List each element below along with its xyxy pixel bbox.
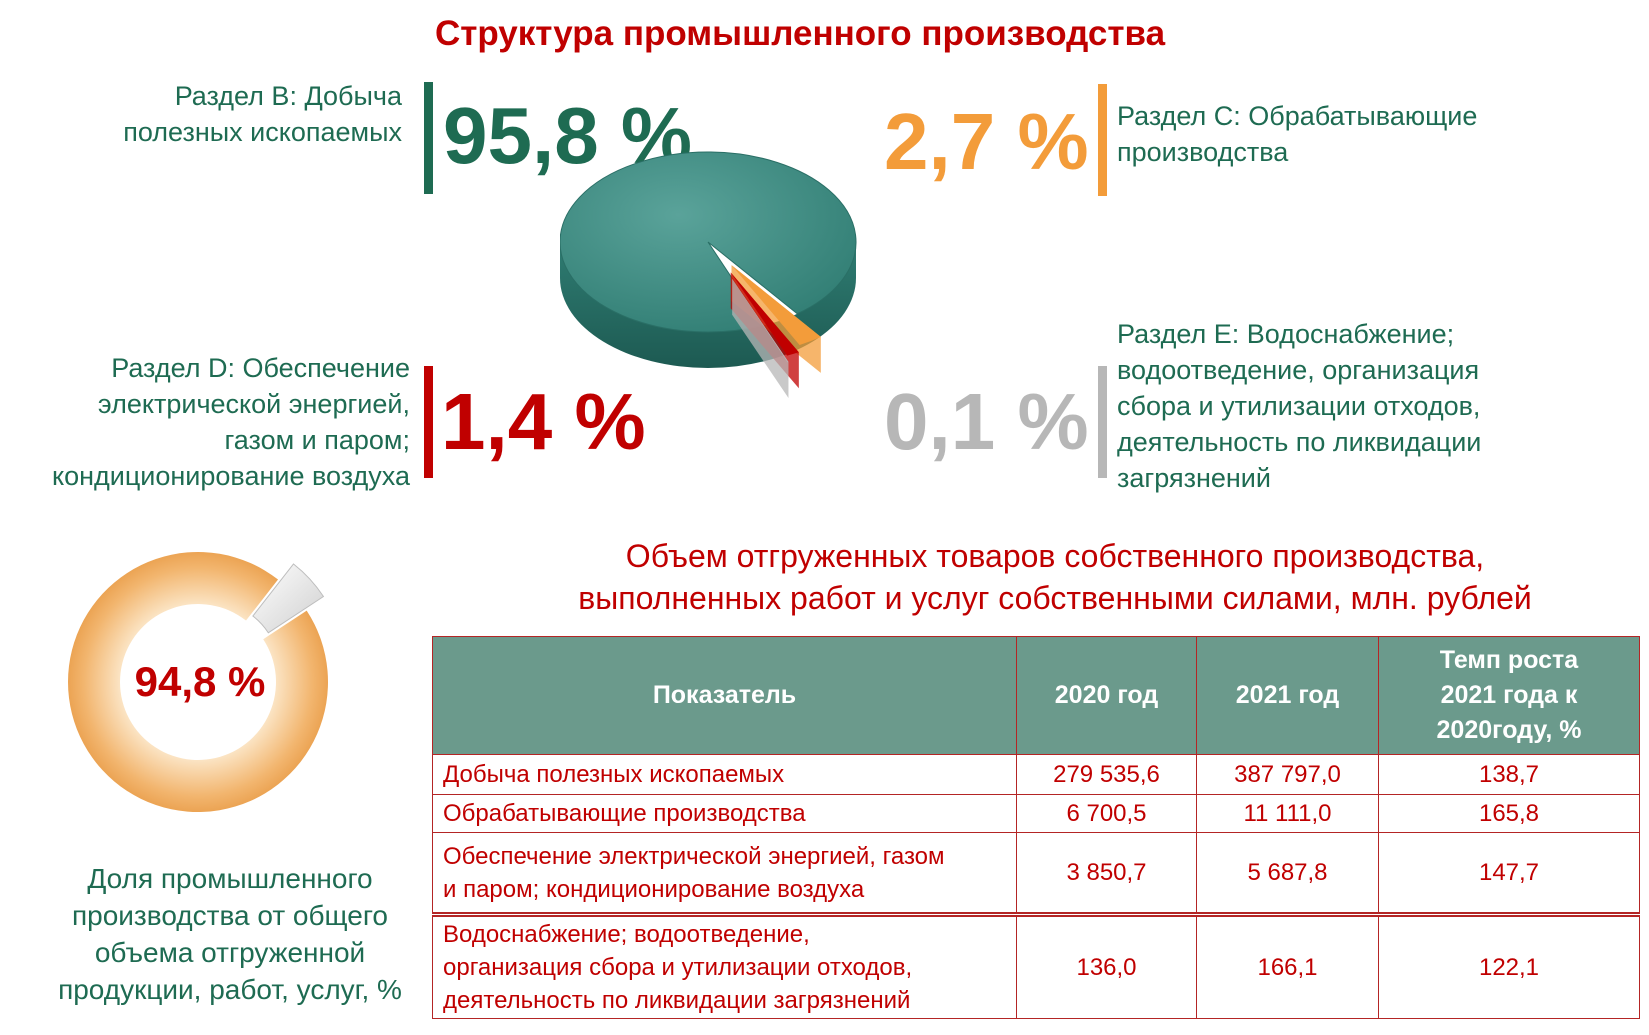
label-line: деятельность по ликвидации	[1117, 427, 1482, 457]
label-line: производства	[1117, 137, 1289, 167]
percent-section-c: 2,7 %	[884, 97, 1089, 186]
label-line: кондиционирование воздуха	[51, 461, 410, 491]
cell-2021: 5 687,8	[1196, 832, 1379, 915]
accent-bar-d	[424, 366, 433, 478]
header-indicator: Показатель	[432, 636, 1017, 755]
header-growth-line: 2021 года к	[1440, 681, 1578, 709]
indicator-line: Обрабатывающие производства	[443, 800, 806, 827]
label-section-c: Раздел С: Обрабатывающие производства	[1117, 98, 1537, 170]
table-header-row: Показатель 2020 год 2021 год Темп роста …	[432, 636, 1640, 755]
pie-slice-2	[730, 272, 799, 356]
header-growth-line: Темп роста	[1439, 646, 1579, 674]
caption-line: объема отгруженной	[94, 937, 366, 968]
accent-bar-c	[1098, 84, 1107, 196]
indicator-line: организация сбора и утилизации отходов,	[443, 954, 913, 981]
table-title-line: выполненных работ и услуг собственными с…	[578, 580, 1532, 616]
cell-2021: 387 797,0	[1196, 754, 1379, 795]
indicator-line: Водоснабжение; водоотведение,	[443, 921, 810, 948]
shipment-table: Показатель 2020 год 2021 год Темп роста …	[432, 636, 1640, 1019]
table-row: Водоснабжение; водоотведение, организаци…	[432, 912, 1640, 1019]
table-row: Добыча полезных ископаемых 279 535,6 387…	[432, 754, 1640, 795]
cell-indicator: Водоснабжение; водоотведение, организаци…	[432, 912, 1017, 1019]
label-line: водоотведение, организация	[1117, 355, 1480, 385]
page-title: Структура промышленного производства	[434, 14, 1166, 53]
indicator-line: Обеспечение электрической энергией, газо…	[443, 842, 945, 870]
share-caption: Доля промышленного производства от общег…	[20, 860, 440, 1008]
header-growth-line: 2020году, %	[1436, 716, 1582, 744]
cell-2021: 166,1	[1196, 912, 1379, 1019]
pie-slice-side-1	[731, 265, 821, 373]
label-line: Раздел В: Добыча	[174, 81, 402, 111]
share-percent: 94,8 %	[134, 658, 266, 705]
caption-line: продукции, работ, услуг, %	[58, 974, 402, 1005]
cell-2021: 11 111,0	[1196, 794, 1379, 833]
table-row: Обеспечение электрической энергией, газо…	[432, 832, 1640, 915]
cell-2020: 279 535,6	[1016, 754, 1197, 795]
indicator-line: Добыча полезных ископаемых	[443, 761, 785, 788]
cell-2020: 136,0	[1016, 912, 1197, 1019]
accent-bar-b	[424, 82, 433, 194]
label-line: Раздел Е: Водоснабжение;	[1117, 319, 1455, 349]
header-2020: 2020 год	[1016, 636, 1197, 755]
indicator-line: деятельность по ликвидации загрязнений	[443, 987, 911, 1014]
cell-2020: 3 850,7	[1016, 832, 1197, 915]
label-line: Раздел С: Обрабатывающие	[1117, 101, 1478, 131]
label-section-e: Раздел Е: Водоснабжение; водоотведение, …	[1117, 316, 1567, 496]
cell-growth: 138,7	[1378, 754, 1640, 795]
structure-pie-chart	[560, 151, 857, 398]
caption-line: производства от общего	[71, 900, 388, 931]
share-donut-chart	[68, 552, 329, 812]
donut-wedge	[252, 563, 325, 634]
label-line: загрязнений	[1117, 463, 1271, 493]
cell-indicator: Обрабатывающие производства	[432, 794, 1017, 833]
cell-growth: 165,8	[1378, 794, 1640, 833]
label-section-b: Раздел В: Добыча полезных ископаемых	[60, 78, 402, 150]
pie-slice-0	[560, 151, 857, 333]
percent-section-e: 0,1 %	[884, 377, 1089, 466]
donut-ring	[68, 552, 329, 812]
label-line: электрической энергией,	[97, 389, 410, 419]
header-2021: 2021 год	[1196, 636, 1379, 755]
caption-line: Доля промышленного	[87, 863, 373, 894]
indicator-line: и паром; кондиционирование воздуха	[443, 875, 865, 903]
cell-indicator: Обеспечение электрической энергией, газо…	[432, 832, 1017, 915]
table-title: Объем отгруженных товаров собственного п…	[470, 535, 1640, 619]
header-growth: Темп роста 2021 года к 2020году, %	[1378, 636, 1640, 755]
cell-indicator: Добыча полезных ископаемых	[432, 754, 1017, 795]
table-title-line: Объем отгруженных товаров собственного п…	[625, 538, 1485, 574]
label-section-d: Раздел D: Обеспечение электрической энер…	[30, 350, 410, 494]
label-line: Раздел D: Обеспечение	[111, 353, 410, 383]
label-line: газом и паром;	[224, 425, 410, 455]
cell-2020: 6 700,5	[1016, 794, 1197, 833]
cell-growth: 147,7	[1378, 832, 1640, 915]
accent-bar-e	[1098, 366, 1107, 478]
cell-growth: 122,1	[1378, 912, 1640, 1019]
table-row: Обрабатывающие производства 6 700,5 11 1…	[432, 794, 1640, 833]
label-line: сбора и утилизации отходов,	[1117, 391, 1481, 421]
pie-slice-side-3	[732, 278, 789, 398]
pie-slice-1	[731, 265, 821, 345]
pie-slice-3	[732, 278, 789, 363]
percent-section-d: 1,4 %	[441, 377, 646, 466]
label-line: полезных ископаемых	[123, 117, 402, 147]
